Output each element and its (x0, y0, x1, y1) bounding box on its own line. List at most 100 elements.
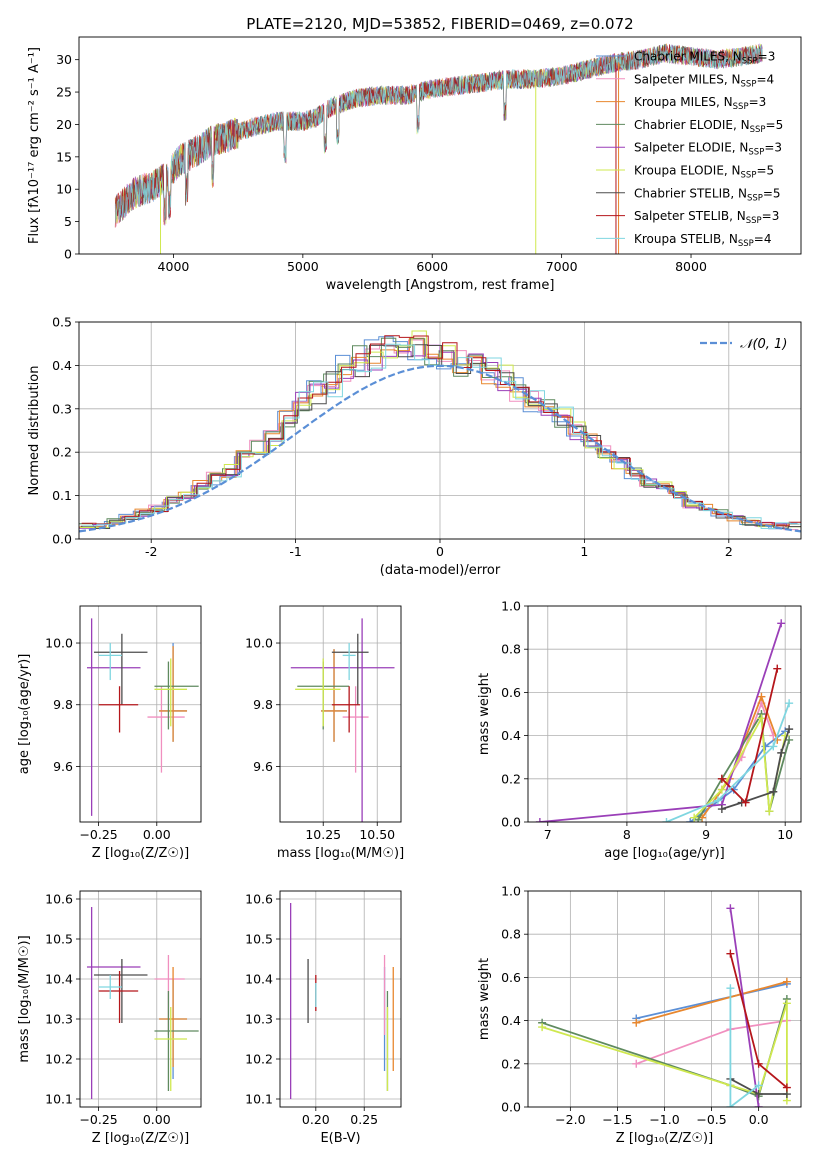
x-tick-label: 0.00 (143, 1112, 171, 1127)
errorbar-kroupa-miles (321, 649, 347, 742)
weight-vs-z-panel-marks (538, 904, 791, 1107)
x-tick-label: −0.5 (696, 1112, 726, 1127)
y-tick-label: 1.0 (501, 599, 521, 614)
y-tick-label: 10.6 (45, 892, 73, 907)
histogram-kroupa-elodie (79, 330, 801, 529)
y-tick-label: 10.1 (245, 1092, 273, 1107)
normal-curve (79, 364, 801, 533)
weight-marker (726, 949, 735, 958)
y-tick-label: 10.3 (45, 1012, 73, 1027)
weight-marker (754, 1059, 763, 1068)
weight-line-kroupa-stelib (729, 988, 760, 1107)
weight-marker (777, 619, 786, 628)
x-tick-label: 7 (544, 827, 552, 842)
errorbar-chabrier-stelib (93, 633, 148, 705)
weight-marker (785, 725, 794, 734)
spectrum-legend: Chabrier MILES, NSSP=3 Salpeter MILES, NS… (596, 50, 783, 249)
weight-marker (713, 796, 722, 805)
legend-label-salpeter-elodie: Salpeter ELODIE, NSSP=3 (634, 141, 782, 158)
weight-marker (632, 1059, 641, 1068)
y-axis-label: mass weight (477, 958, 492, 1040)
y-tick-label: 0.2 (501, 771, 521, 786)
errorbar-kroupa-elodie (154, 1007, 188, 1091)
y-tick-label: 0.3 (52, 401, 72, 416)
x-tick-label: 8 (623, 827, 631, 842)
weight-line-chabrier-miles (636, 983, 788, 1020)
errorbar-chabrier-stelib (331, 633, 369, 705)
errorbar-salpeter-elodie (86, 907, 141, 1099)
x-axis-label: Z [log₁₀(Z/Z☉)] (92, 1131, 189, 1146)
x-axis-label: mass [log₁₀(M/M☉)] (277, 846, 404, 861)
x-tick-label: 10.25 (305, 827, 341, 842)
x-tick-label: −1.0 (649, 1112, 679, 1127)
y-tick-label: 0.2 (52, 445, 72, 460)
weight-marker (717, 785, 726, 794)
errorbar-kroupa-miles (159, 646, 188, 742)
weight-marker (777, 748, 786, 757)
residual-panel: -2 -1 0 1 2 0.0 0.1 0.2 0.3 0.4 0.5 (data-model)/er… (27, 315, 802, 578)
y-tick-label: 0.8 (501, 927, 521, 942)
x-axis-label: wavelength [Angstrom, rest frame] (326, 278, 555, 293)
y-tick-label: 30 (56, 52, 72, 67)
weight-marker (782, 999, 791, 1008)
spectrum-panel: 4000 5000 6000 7000 8000 0 5 10 15 20 25 30 waveleng… (27, 36, 802, 293)
y-tick-label: 9.8 (53, 697, 73, 712)
legend-label-salpeter-stelib: Salpeter STELIB, NSSP=3 (634, 209, 779, 226)
errorbar-chabrier-elodie (154, 991, 199, 1091)
weight-line-kroupa-miles (701, 694, 779, 819)
y-tick-label: 0.0 (501, 1100, 521, 1115)
errorbar-kroupa-elodie (154, 658, 188, 727)
spectrum-panel-marks (114, 43, 763, 254)
x-tick-label: 5000 (287, 259, 319, 274)
x-tick-label: 8000 (675, 259, 707, 274)
age-vs-z-panel-marks (86, 618, 199, 816)
x-tick-label: 7000 (546, 259, 578, 274)
weight-marker (761, 742, 770, 751)
mass-vs-z-panel-marks (86, 907, 199, 1099)
histogram-salpeter-elodie (79, 344, 801, 529)
x-tick-label: -1 (289, 544, 301, 559)
y-tick-label: 0.8 (501, 642, 521, 657)
errorbar-kroupa-elodie (295, 658, 341, 727)
y-tick-label: 0.2 (501, 1056, 521, 1071)
age-vs-mass-panel-marks (290, 618, 395, 822)
x-tick-label: 2 (725, 544, 733, 559)
y-tick-label: 0.6 (501, 970, 521, 985)
weight-vs-z-panel: −2.0 −1.5 −1.0 −0.5 0.0 0.0 0.2 0.4 0.6 0.8 1.0 Z [… (477, 884, 802, 1146)
legend-label-kroupa-miles: Kroupa MILES, NSSP=3 (634, 95, 766, 112)
x-tick-label: 0.25 (350, 1112, 378, 1127)
spectrum-line-kroupa-stelib (114, 44, 763, 223)
x-tick-label: −0.25 (79, 827, 117, 842)
weight-marker (690, 813, 699, 822)
legend-label-kroupa-stelib: Kroupa STELIB, NSSP=4 (634, 232, 772, 249)
y-tick-label: 0.0 (52, 532, 72, 547)
y-tick-label: 1.0 (501, 884, 521, 899)
residual-panel-marks (79, 330, 801, 533)
x-tick-label: 0.0 (749, 1112, 769, 1127)
weight-marker (632, 1018, 641, 1027)
weight-marker (662, 818, 671, 822)
weight-marker (717, 805, 726, 814)
errorbar-salpeter-stelib (331, 686, 360, 733)
y-tick-label: 10.2 (245, 1052, 273, 1067)
x-tick-label: −2.0 (555, 1112, 585, 1127)
weight-marker (754, 1081, 763, 1090)
weight-line-kroupa-stelib (666, 702, 790, 822)
x-tick-label: 10.50 (359, 827, 395, 842)
y-tick-label: 0 (64, 247, 72, 262)
y-tick-label: 0.6 (501, 685, 521, 700)
y-tick-label: 9.6 (253, 759, 273, 774)
y-axis-label: mass [log₁₀(M/M☉)] (17, 935, 32, 1062)
x-axis-label: Z [log₁₀(Z/Z☉)] (92, 846, 189, 861)
y-tick-label: 10.0 (245, 636, 273, 651)
weight-marker (757, 714, 766, 723)
axes-frame (78, 321, 802, 540)
axes-frame (527, 890, 802, 1108)
weight-marker (782, 1083, 791, 1092)
weight-marker (785, 699, 794, 708)
weight-marker (535, 818, 544, 822)
y-tick-label: 10.4 (245, 972, 273, 987)
legend-label-normal: 𝒩(0, 1) (740, 337, 787, 352)
y-tick-label: 10.5 (245, 932, 273, 947)
